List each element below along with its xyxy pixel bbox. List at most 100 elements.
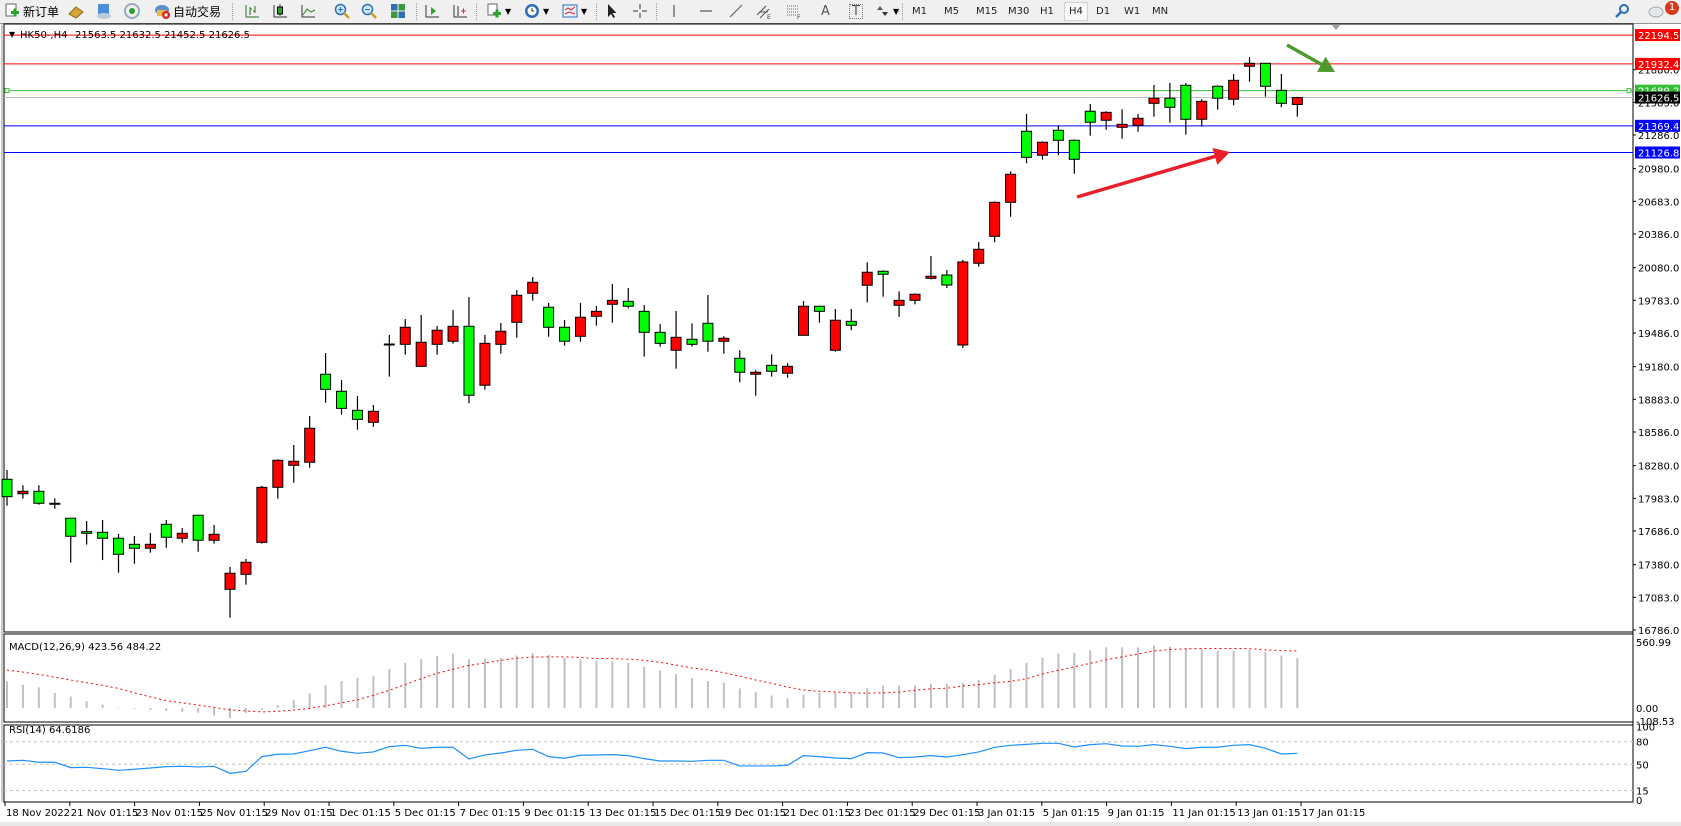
auto-scroll-icon [424,3,440,19]
svg-text:F: F [797,14,801,19]
zoom-in-button[interactable] [334,2,350,20]
line-handle[interactable] [4,88,10,94]
time-tick-label: 21 Nov 01:15 [71,808,138,819]
timeframe-d1[interactable]: D1 [1096,6,1111,17]
rsi-axis-label: 15 [1636,787,1649,798]
timeframe-h1[interactable]: H1 [1040,6,1054,17]
candle [351,396,363,430]
indicators-dropdown[interactable]: ▼ [486,2,511,20]
crosshair-tool-button[interactable] [632,2,648,20]
rsi-axis-label: 50 [1636,760,1649,771]
candle-body [622,300,634,307]
candle-body [670,336,682,351]
candle-body [1180,84,1192,120]
bar-chart-button[interactable] [244,2,260,20]
candlestick-chart-button[interactable] [272,2,288,20]
signal-icon [124,3,140,19]
candle [1196,99,1208,127]
text-tool[interactable]: A [818,2,830,20]
candle-body [686,338,698,345]
rsi-panel[interactable]: 100 80 50 150 [3,723,1655,807]
arrows-dropdown[interactable]: ▼ [874,2,899,20]
candle-body [1164,97,1176,108]
candle [304,416,316,468]
auto-trading-button[interactable]: 自动交易 [154,2,221,20]
chart-shift-button[interactable] [452,2,468,20]
time-tick-label: 5 Dec 01:15 [395,808,456,819]
auto-trading-icon [154,3,170,19]
time-tick-label: 1 Dec 01:15 [330,808,391,819]
green-arrow-head[interactable] [1316,56,1335,72]
price-label-box [1635,29,1680,42]
candle-body [399,326,411,345]
candle-body [941,274,953,286]
timeframe-m30[interactable]: M30 [1008,6,1030,17]
candle-body [813,305,825,312]
cursor-tool-button[interactable] [604,2,620,20]
red-arrow[interactable] [1076,154,1216,199]
line-chart-button[interactable] [300,2,316,20]
candle-body [144,543,156,549]
vertical-line-tool[interactable] [666,2,682,20]
timeframe-m15[interactable]: M15 [976,6,998,17]
timeframe-m1[interactable]: M1 [912,6,927,17]
clock-icon [524,3,540,19]
candle [813,305,825,323]
price-panel-frame [3,23,1634,633]
candle-body [1100,111,1112,121]
price-label: 22194.5 [1638,31,1679,42]
time-tick-label: 29 Nov 01:15 [265,808,332,819]
main-price-panel[interactable]: 21880.0 21583.0 21286.0 20980.0 20683.0 20386… [0,23,1681,802]
green-arrow[interactable] [1286,43,1323,66]
candle [1164,82,1176,123]
auto-scroll-button[interactable] [424,2,440,20]
timeframe-m5[interactable]: M5 [944,6,959,17]
price-label-box [1635,57,1680,70]
price-label-box [1635,91,1680,104]
equidistant-channel-tool[interactable]: E [756,2,772,21]
red-arrow-head[interactable] [1212,148,1230,165]
line-handle[interactable] [1626,88,1632,94]
candle [1005,171,1017,217]
candle [527,277,539,301]
candle [113,533,125,573]
candle-body [272,459,284,488]
zoom-out-button[interactable] [361,2,377,20]
rsi-axis-label: 80 [1636,738,1649,749]
price-label-box [1635,119,1680,132]
timeframe-mn[interactable]: MN [1152,6,1169,17]
candle-body [511,294,523,323]
rsi-panel-frame [3,724,1634,803]
candle-body [957,261,969,346]
market-watch-button[interactable] [68,2,84,20]
candle [160,520,172,548]
periodicity-dropdown[interactable]: ▼ [524,2,549,20]
chart-shift-marker[interactable] [1332,25,1340,30]
candle-body [829,319,841,351]
tile-windows-button[interactable] [390,2,406,20]
candle [176,528,188,543]
fibonacci-tool[interactable]: F [786,2,802,21]
price-tick-label: 17686.0 [1638,527,1679,538]
candle-body [1259,62,1271,87]
data-window-button[interactable] [96,2,112,20]
trendline-tool[interactable] [728,2,744,20]
navigator-button[interactable] [124,2,140,20]
candle-body [256,486,268,543]
candle [829,309,841,352]
search-button[interactable] [1614,2,1630,20]
horizontal-line-tool[interactable] [698,2,714,20]
timeframe-w1[interactable]: W1 [1124,6,1141,17]
templates-dropdown[interactable]: ▼ [562,2,587,20]
candle-body [1052,129,1064,141]
symbol-menu-icon[interactable]: ▼ [9,30,16,39]
trendline-icon [728,3,744,19]
candle [65,517,77,563]
timeframe-h4[interactable]: H4 [1064,2,1088,21]
chart-window[interactable]: 21880.0 21583.0 21286.0 20980.0 20683.0 20386… [0,23,1681,826]
macd-panel[interactable]: 560.99 0.00 -108.53 [3,633,1675,728]
notifications-button[interactable] [1648,2,1664,20]
data-window-icon [96,3,112,19]
new-order-button[interactable]: 新订单 [4,2,59,20]
text-label-tool[interactable]: T [846,2,863,20]
